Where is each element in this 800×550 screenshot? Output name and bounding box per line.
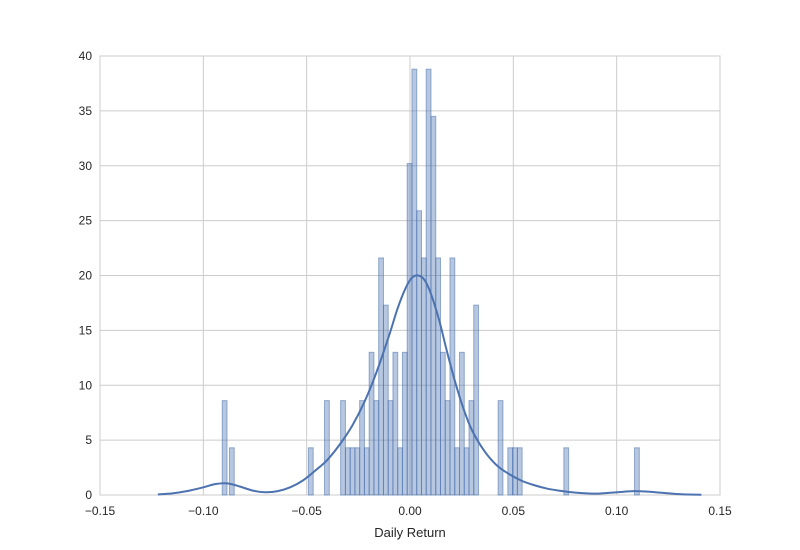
histogram-bar xyxy=(411,68,418,496)
y-tick-label: 25 xyxy=(79,214,93,228)
x-tick-label: 0.15 xyxy=(708,504,732,518)
histogram-bar xyxy=(324,400,330,496)
x-tick-label: −0.15 xyxy=(85,504,116,518)
histogram-bar xyxy=(373,400,380,496)
histogram-bar xyxy=(359,400,365,496)
histogram-bar xyxy=(382,304,389,496)
y-tick-label: 15 xyxy=(79,323,93,337)
x-tick-label: −0.10 xyxy=(188,504,219,518)
y-tick-label: 0 xyxy=(85,488,92,502)
histogram-bar xyxy=(344,447,351,496)
histogram-bar xyxy=(435,257,442,496)
histogram-bar xyxy=(512,447,518,496)
histogram-bar xyxy=(420,257,427,496)
x-tick-label: 0.05 xyxy=(502,504,526,518)
histogram-bar xyxy=(378,257,384,496)
histogram-bar xyxy=(458,351,465,496)
x-tick-label: −0.05 xyxy=(291,504,322,518)
histogram-bar xyxy=(416,210,422,496)
kde-curve xyxy=(157,274,702,496)
histogram-bar xyxy=(473,304,480,496)
y-tick-label: 35 xyxy=(79,104,93,118)
histogram-bar xyxy=(349,447,356,496)
histogram-bar xyxy=(397,447,403,496)
histogram-bar xyxy=(401,351,408,496)
histogram-bars xyxy=(221,68,640,496)
histogram-bar xyxy=(468,400,475,496)
x-tick-label: 0.10 xyxy=(605,504,629,518)
y-tick-label: 10 xyxy=(79,378,93,392)
histogram-bar xyxy=(516,447,523,496)
x-tick-label: 0.00 xyxy=(398,504,422,518)
histogram-bar xyxy=(449,257,456,496)
histogram-bar xyxy=(444,400,451,496)
y-tick-labels: 0 5 10 15 20 25 30 35 40 xyxy=(79,49,93,502)
x-tick-labels: −0.15 −0.10 −0.05 0.00 0.05 0.10 0.15 xyxy=(85,504,732,518)
grid-lines xyxy=(99,55,721,496)
histogram-bar xyxy=(563,447,570,496)
histogram-bar xyxy=(454,447,461,496)
histogram-bar xyxy=(307,447,314,496)
histogram-bar xyxy=(439,351,446,496)
histogram-bar xyxy=(354,447,361,496)
histogram-bar xyxy=(387,400,394,496)
histogram-bar xyxy=(497,400,504,496)
histogram-bar xyxy=(406,163,413,496)
histogram-bar xyxy=(392,351,399,496)
histogram-bar xyxy=(634,447,640,496)
y-tick-label: 40 xyxy=(79,49,93,63)
histogram-bar xyxy=(368,351,375,496)
histogram-bar xyxy=(507,447,514,496)
histogram-bar xyxy=(221,400,228,496)
y-tick-label: 5 xyxy=(85,433,92,447)
histogram-bar xyxy=(363,447,370,496)
y-tick-label: 30 xyxy=(79,159,93,173)
histogram-bar xyxy=(228,447,235,496)
y-tick-label: 20 xyxy=(79,269,93,283)
x-axis-label: Daily Return xyxy=(374,525,446,540)
histogram-bar xyxy=(340,400,346,496)
histogram-bar xyxy=(463,447,470,496)
